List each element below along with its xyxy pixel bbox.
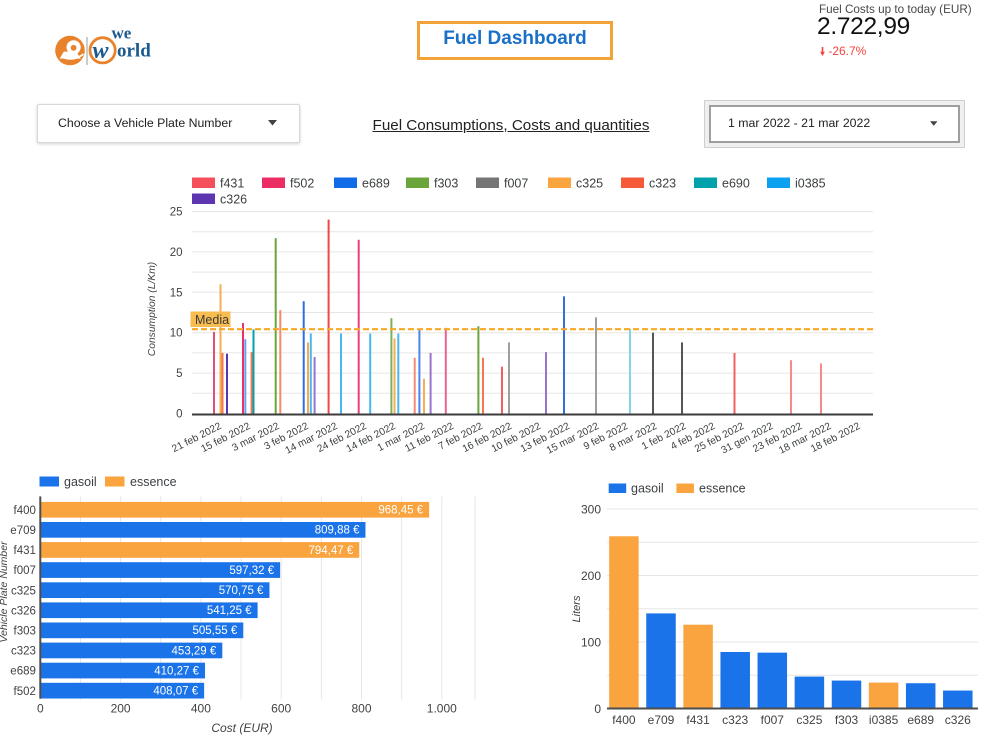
svg-text:100: 100 xyxy=(581,636,601,650)
svg-text:600: 600 xyxy=(271,702,291,716)
svg-text:f007: f007 xyxy=(761,713,785,727)
svg-text:c326: c326 xyxy=(220,193,247,207)
svg-text:f502: f502 xyxy=(14,686,36,698)
svg-text:e689: e689 xyxy=(362,177,390,191)
svg-text:c326: c326 xyxy=(11,605,36,617)
svg-text:f431: f431 xyxy=(220,177,244,191)
svg-text:200: 200 xyxy=(581,569,601,583)
svg-text:c325: c325 xyxy=(11,585,36,597)
svg-text:10: 10 xyxy=(170,328,183,340)
svg-text:c323: c323 xyxy=(649,177,676,191)
svg-text:c323: c323 xyxy=(11,646,36,658)
svg-text:f303: f303 xyxy=(835,713,859,727)
svg-text:15: 15 xyxy=(170,287,183,299)
svg-text:Cost (EUR): Cost (EUR) xyxy=(211,721,272,735)
svg-text:e689: e689 xyxy=(907,713,934,727)
svg-text:f303: f303 xyxy=(434,177,458,191)
svg-text:Media: Media xyxy=(195,313,229,327)
svg-text:f431: f431 xyxy=(686,713,710,727)
svg-text:gasoil: gasoil xyxy=(64,475,97,489)
svg-text:e709: e709 xyxy=(648,713,675,727)
svg-text:c325: c325 xyxy=(796,713,822,727)
svg-text:f400: f400 xyxy=(14,505,36,517)
svg-text:orld: orld xyxy=(117,41,151,62)
svg-text:0: 0 xyxy=(176,409,182,421)
svg-text:541,25 €: 541,25 € xyxy=(207,605,252,617)
svg-text:gasoil: gasoil xyxy=(631,482,664,496)
svg-text:505,55 €: 505,55 € xyxy=(193,625,238,637)
svg-text:c325: c325 xyxy=(576,177,603,191)
svg-text:0: 0 xyxy=(37,702,44,716)
svg-text:essence: essence xyxy=(699,482,746,496)
svg-text:25: 25 xyxy=(170,207,183,219)
svg-text:408,07 €: 408,07 € xyxy=(153,686,198,698)
svg-text:0: 0 xyxy=(594,702,601,716)
svg-text:400: 400 xyxy=(191,702,211,716)
svg-text:597,32 €: 597,32 € xyxy=(229,565,274,577)
svg-text:i0385: i0385 xyxy=(869,713,899,727)
svg-text:f007: f007 xyxy=(14,565,36,577)
svg-text:we: we xyxy=(112,24,132,43)
svg-text:200: 200 xyxy=(111,702,131,716)
svg-text:e690: e690 xyxy=(722,177,750,191)
svg-text:453,29 €: 453,29 € xyxy=(172,645,217,657)
svg-text:809,88 €: 809,88 € xyxy=(315,525,360,537)
svg-text:c326: c326 xyxy=(945,713,971,727)
svg-text:20: 20 xyxy=(170,247,183,259)
svg-text:800: 800 xyxy=(351,702,371,716)
svg-text:Liters: Liters xyxy=(571,595,583,622)
svg-text:e689: e689 xyxy=(10,666,36,678)
svg-text:f007: f007 xyxy=(504,177,528,191)
svg-text:c323: c323 xyxy=(722,713,748,727)
svg-text:410,27 €: 410,27 € xyxy=(154,665,199,677)
svg-text:i0385: i0385 xyxy=(795,177,826,191)
svg-text:5: 5 xyxy=(176,368,182,380)
svg-text:968,45 €: 968,45 € xyxy=(378,505,423,517)
svg-text:essence: essence xyxy=(130,475,177,489)
svg-text:300: 300 xyxy=(581,503,601,517)
svg-text:570,75 €: 570,75 € xyxy=(219,585,264,597)
svg-text:e709: e709 xyxy=(10,525,36,537)
svg-text:794,47 €: 794,47 € xyxy=(309,545,354,557)
svg-text:f303: f303 xyxy=(14,626,36,638)
svg-text:f431: f431 xyxy=(14,545,36,557)
svg-text:w: w xyxy=(93,38,110,64)
svg-text:1.000: 1.000 xyxy=(427,702,457,716)
svg-text:f400: f400 xyxy=(612,713,636,727)
svg-text:Vehicle Plate Number: Vehicle Plate Number xyxy=(0,541,10,643)
svg-text:f502: f502 xyxy=(290,177,314,191)
svg-text:Consumption (L/Km): Consumption (L/Km) xyxy=(147,262,158,356)
